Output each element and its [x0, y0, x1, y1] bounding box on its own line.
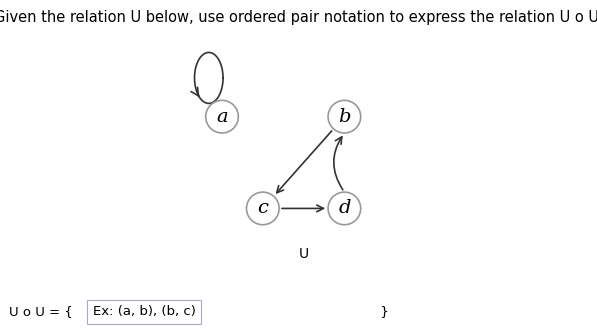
Circle shape	[328, 100, 361, 133]
Text: U: U	[298, 247, 309, 261]
Text: Ex: (a, b), (b, c): Ex: (a, b), (b, c)	[93, 305, 195, 318]
Text: }: }	[376, 305, 389, 318]
Text: d: d	[338, 199, 350, 217]
Text: c: c	[257, 199, 268, 217]
Text: U o U = {: U o U = {	[9, 305, 77, 318]
Circle shape	[328, 192, 361, 225]
Circle shape	[206, 100, 238, 133]
Text: a: a	[216, 108, 228, 126]
Text: b: b	[338, 108, 350, 126]
Circle shape	[247, 192, 279, 225]
Text: Given the relation U below, use ordered pair notation to express the relation U : Given the relation U below, use ordered …	[0, 10, 597, 25]
